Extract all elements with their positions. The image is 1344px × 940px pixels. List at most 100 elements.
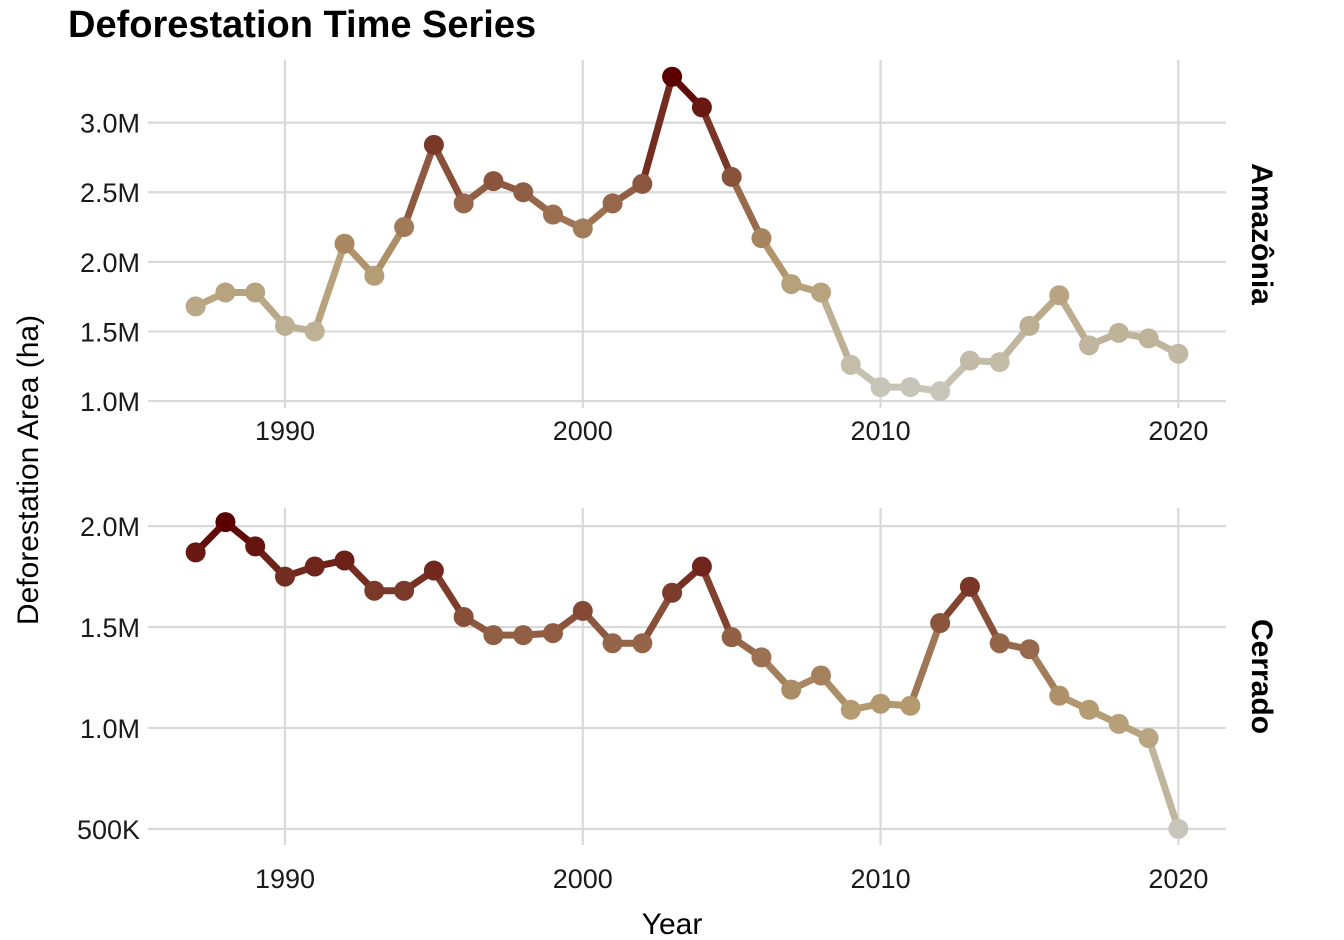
data-point	[334, 233, 355, 254]
y-tick-label: 1.0M	[80, 387, 140, 417]
data-point	[483, 171, 504, 192]
data-point	[245, 282, 266, 303]
data-point	[274, 315, 295, 336]
data-point	[602, 633, 623, 654]
data-point	[1019, 639, 1040, 660]
data-point	[870, 377, 891, 398]
data-point	[542, 204, 563, 225]
data-point	[959, 350, 980, 371]
data-point	[721, 166, 742, 187]
data-point	[989, 633, 1010, 654]
data-point	[721, 627, 742, 648]
data-point	[900, 695, 921, 716]
series-line-segment	[311, 240, 349, 335]
data-point	[840, 354, 861, 375]
data-point	[1079, 699, 1100, 720]
x-tick-label: 1990	[255, 416, 315, 446]
series-line-segment	[698, 103, 736, 181]
data-point	[453, 606, 474, 627]
y-tick-label: 2.0M	[80, 248, 140, 278]
data-point	[930, 613, 951, 634]
data-point	[811, 665, 832, 686]
data-point	[1108, 322, 1129, 343]
y-tick-label: 2.0M	[80, 512, 140, 542]
data-point	[632, 173, 653, 194]
y-tick-label: 1.5M	[80, 317, 140, 347]
data-point	[483, 625, 504, 646]
x-tick-label: 2020	[1148, 864, 1208, 894]
x-tick-label: 2000	[553, 416, 613, 446]
data-point	[1138, 728, 1159, 749]
y-tick-label: 3.0M	[80, 109, 140, 139]
data-point	[334, 550, 355, 571]
data-point	[751, 228, 772, 249]
y-tick-label: 1.0M	[80, 714, 140, 744]
data-point	[572, 218, 593, 239]
data-point	[304, 321, 325, 342]
data-point	[930, 381, 951, 402]
series-line-segment	[906, 619, 944, 710]
data-point	[364, 580, 385, 601]
data-point	[572, 600, 593, 621]
y-tick-label: 1.5M	[80, 613, 140, 643]
data-point	[364, 265, 385, 286]
data-point	[1168, 818, 1189, 839]
data-point	[394, 217, 415, 238]
data-point	[423, 560, 444, 581]
data-point	[781, 679, 802, 700]
series-line-segment	[430, 141, 468, 207]
data-point	[423, 134, 444, 155]
data-point	[513, 182, 534, 203]
data-point	[542, 623, 563, 644]
data-point	[245, 536, 266, 557]
x-tick-label: 2000	[553, 864, 613, 894]
data-point	[1019, 315, 1040, 336]
series-line-segment	[638, 73, 676, 188]
data-point	[1079, 335, 1100, 356]
data-point	[662, 582, 683, 603]
chart-title: Deforestation Time Series	[68, 4, 537, 46]
data-point	[781, 274, 802, 295]
data-point	[989, 352, 1010, 373]
data-point	[1168, 343, 1189, 364]
data-point	[662, 66, 683, 87]
x-tick-label: 2010	[851, 864, 911, 894]
data-point	[1049, 285, 1070, 306]
data-point	[1108, 713, 1129, 734]
data-point	[215, 282, 236, 303]
data-point	[632, 633, 653, 654]
panel-cerrado: 500K 1.0M 1.5M 2.0M 1990 2000 2010 2020 Cerrado	[77, 508, 1278, 894]
data-point	[959, 576, 980, 597]
y-tick-label: 500K	[77, 815, 140, 845]
data-point	[691, 97, 712, 118]
series-line-segment	[728, 173, 765, 242]
series-line-segment	[1145, 734, 1182, 833]
series-line-segment	[966, 583, 1004, 647]
x-axis-title: Year	[642, 908, 703, 940]
data-point	[453, 193, 474, 214]
series-line-segment	[400, 141, 438, 231]
panel-amazonia: 1.0M 1.5M 2.0M 2.5M 3.0M 1990 2000 2010 2020 Amaz…	[80, 60, 1278, 446]
data-point	[691, 556, 712, 577]
facet-strip-label: Cerrado	[1245, 619, 1278, 734]
y-axis-title: Deforestation Area (ha)	[12, 315, 45, 625]
x-tick-label: 1990	[255, 864, 315, 894]
data-point	[602, 193, 623, 214]
data-point	[900, 377, 921, 398]
data-point	[751, 647, 772, 668]
facet-strip-label: Amazônia	[1245, 163, 1278, 305]
data-point	[811, 282, 832, 303]
data-point	[185, 542, 206, 563]
data-point	[1138, 328, 1159, 349]
data-point	[1049, 685, 1070, 706]
data-point	[304, 556, 325, 577]
series-line-segment	[817, 288, 855, 369]
series-line-segment	[698, 563, 736, 641]
x-tick-label: 2010	[851, 416, 911, 446]
data-point	[274, 566, 295, 587]
data-point	[215, 512, 236, 533]
data-point	[394, 580, 415, 601]
data-point	[870, 693, 891, 714]
y-tick-label: 2.5M	[80, 178, 140, 208]
data-point	[840, 699, 861, 720]
